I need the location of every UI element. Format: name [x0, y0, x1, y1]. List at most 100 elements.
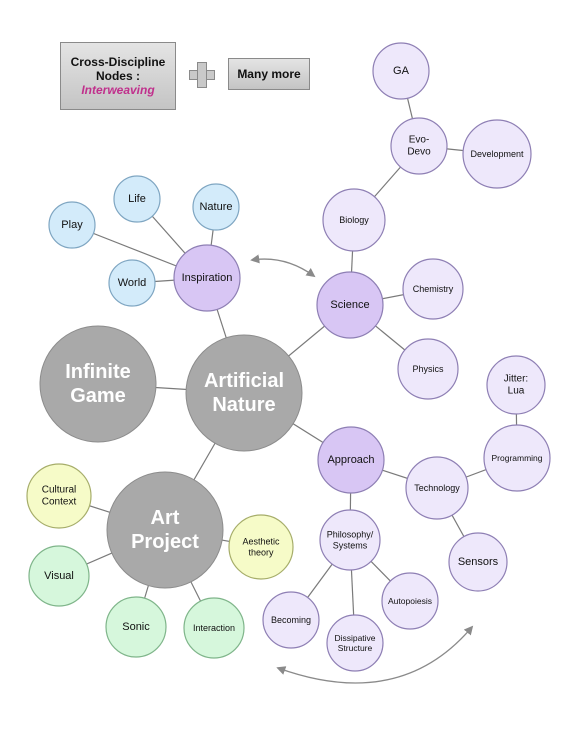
cross-discipline-legend: Cross-Discipline Nodes : Interweaving: [60, 42, 176, 110]
node-circle-dissipative: [326, 614, 384, 672]
interweave-arrow-bottom: [276, 625, 474, 684]
node-programming: Programming: [483, 424, 551, 492]
node-circle-autopoiesis: [381, 572, 439, 630]
node-label-evo-devo: Evo-: [409, 135, 430, 146]
legend-interweaving: Interweaving: [81, 83, 155, 97]
node-label-chemistry: Chemistry: [413, 284, 454, 294]
node-label-interaction: Interaction: [193, 623, 235, 633]
node-circle-world: [108, 259, 156, 307]
node-circle-science: [316, 271, 384, 339]
node-label-technology: Technology: [414, 483, 460, 493]
node-circle-physics: [397, 338, 459, 400]
node-circle-aesthetic-theory: [228, 514, 294, 580]
node-circle-technology: [405, 456, 469, 520]
node-label-cultural-context: Context: [42, 497, 77, 508]
node-label-ga: GA: [393, 65, 410, 77]
interweave-arrow-top: [250, 254, 316, 278]
node-circle-jitter-lua: [486, 355, 546, 415]
node-circle-biology: [322, 188, 386, 252]
node-visual: Visual: [28, 545, 90, 607]
legend-many-more: Many more: [237, 67, 301, 81]
many-more-legend: Many more: [228, 58, 310, 90]
node-sonic: Sonic: [105, 596, 167, 658]
node-label-approach: Approach: [327, 454, 374, 466]
node-layer: InfiniteGameArtificialNatureArtProjectIn…: [26, 42, 551, 672]
node-circle-development: [462, 119, 532, 189]
node-development: Development: [462, 119, 532, 189]
node-label-art-project: Project: [131, 531, 199, 553]
node-circle-sensors: [448, 532, 508, 592]
node-label-sonic: Sonic: [122, 621, 150, 633]
node-label-aesthetic-theory: theory: [248, 547, 274, 557]
node-label-nature: Nature: [199, 201, 232, 213]
node-label-visual: Visual: [44, 570, 74, 582]
node-label-play: Play: [61, 219, 83, 231]
legend-cross-line1: Cross-Discipline: [70, 55, 166, 69]
node-circle-becoming: [262, 591, 320, 649]
node-biology: Biology: [322, 188, 386, 252]
node-label-dissipative: Structure: [338, 643, 373, 653]
node-label-autopoiesis: Autopoiesis: [388, 596, 432, 606]
node-circle-ga: [372, 42, 430, 100]
node-circle-visual: [28, 545, 90, 607]
node-label-sensors: Sensors: [458, 556, 499, 568]
node-label-becoming: Becoming: [271, 615, 311, 625]
node-label-inspiration: Inspiration: [182, 272, 233, 284]
node-ga: GA: [372, 42, 430, 100]
node-label-evo-devo: Devo: [407, 147, 431, 158]
node-circle-art-project: [106, 471, 224, 589]
node-science: Science: [316, 271, 384, 339]
node-autopoiesis: Autopoiesis: [381, 572, 439, 630]
node-world: World: [108, 259, 156, 307]
node-circle-life: [113, 175, 161, 223]
node-interaction: Interaction: [183, 597, 245, 659]
node-label-world: World: [118, 277, 147, 289]
node-label-biology: Biology: [339, 215, 369, 225]
node-circle-philosophy: [319, 509, 381, 571]
node-circle-approach: [317, 426, 385, 494]
node-circle-interaction: [183, 597, 245, 659]
node-life: Life: [113, 175, 161, 223]
node-label-dissipative: Dissipative: [334, 633, 375, 643]
node-label-philosophy: Philosophy/: [327, 530, 374, 540]
node-circle-cultural-context: [26, 463, 92, 529]
node-label-infinite-game: Infinite: [65, 361, 131, 383]
node-circle-infinite-game: [39, 325, 157, 443]
node-label-programming: Programming: [491, 453, 542, 463]
node-label-jitter-lua: Jitter:: [504, 374, 528, 385]
node-label-artificial-nature: Artificial: [204, 370, 284, 392]
node-label-life: Life: [128, 193, 146, 205]
node-label-cultural-context: Cultural: [42, 485, 76, 496]
node-circle-evo-devo: [390, 117, 448, 175]
node-physics: Physics: [397, 338, 459, 400]
node-label-artificial-nature: Nature: [212, 394, 275, 416]
node-circle-play: [48, 201, 96, 249]
node-chemistry: Chemistry: [402, 258, 464, 320]
node-circle-nature: [192, 183, 240, 231]
node-label-jitter-lua: Lua: [508, 386, 525, 397]
node-evo-devo: Evo-Devo: [390, 117, 448, 175]
node-philosophy: Philosophy/Systems: [319, 509, 381, 571]
node-approach: Approach: [317, 426, 385, 494]
node-inspiration: Inspiration: [173, 244, 241, 312]
node-technology: Technology: [405, 456, 469, 520]
node-circle-inspiration: [173, 244, 241, 312]
node-label-physics: Physics: [412, 364, 444, 374]
node-label-development: Development: [470, 149, 524, 159]
node-circle-artificial-nature: [185, 334, 303, 452]
node-circle-chemistry: [402, 258, 464, 320]
node-label-art-project: Art: [151, 507, 180, 529]
node-circle-programming: [483, 424, 551, 492]
node-play: Play: [48, 201, 96, 249]
node-label-philosophy: Systems: [333, 540, 368, 550]
node-sensors: Sensors: [448, 532, 508, 592]
node-nature: Nature: [192, 183, 240, 231]
legend-cross-line2: Nodes :: [95, 69, 140, 83]
